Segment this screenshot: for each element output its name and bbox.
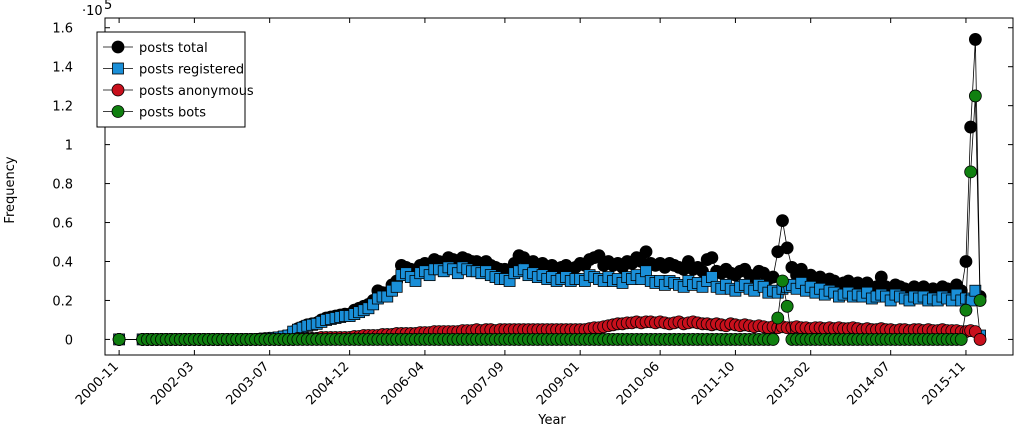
y-tick-label: 1.4	[52, 61, 73, 76]
marker-circle	[771, 311, 785, 325]
marker-circle	[112, 333, 126, 346]
y-multiplier-exponent: 5	[104, 0, 112, 13]
marker-circle	[111, 40, 125, 54]
y-tick-label: 0.8	[52, 178, 73, 193]
y-tick-label: 1.6	[52, 22, 73, 37]
marker-circle	[766, 333, 780, 346]
x-tick-label: 2000-11	[73, 359, 122, 408]
marker-square	[390, 280, 403, 293]
x-tick-label: 2006-04	[379, 359, 428, 408]
marker-circle	[959, 303, 973, 317]
marker-circle	[973, 294, 987, 307]
legend-label: posts total	[139, 41, 208, 56]
y-tick-label: 0.4	[52, 255, 73, 270]
legend-label: posts anonymous	[139, 84, 254, 99]
marker-circle	[964, 165, 978, 179]
y-tick-label: 0.2	[52, 294, 73, 309]
x-tick-label: 2015-11	[920, 359, 969, 408]
x-axis-label: Year	[537, 413, 566, 427]
y-axis-label: Frequency	[3, 156, 18, 223]
x-tick-label: 2007-09	[459, 359, 508, 408]
marker-circle	[780, 299, 794, 313]
marker-square	[112, 62, 124, 75]
y-tick-label: 1	[65, 139, 73, 154]
marker-circle	[776, 214, 789, 227]
legend-label: posts registered	[139, 63, 244, 78]
x-tick-label: 2002-03	[148, 359, 197, 408]
x-tick-label: 2013-02	[765, 359, 814, 408]
y-tick-label: 1.2	[52, 100, 73, 115]
series	[112, 89, 987, 346]
x-tick-label: 2004-12	[303, 359, 352, 408]
marker-circle	[968, 89, 982, 103]
marker-circle	[973, 333, 987, 346]
x-tick-label: 2011-10	[689, 359, 738, 408]
marker-circle	[111, 105, 125, 118]
marker-circle	[639, 245, 653, 259]
marker-circle	[111, 83, 125, 97]
marker-circle	[705, 251, 719, 265]
legend-label: posts bots	[139, 106, 206, 121]
legend: posts total posts registered posts anonymo…	[96, 31, 254, 128]
y-multiplier-base: ·10	[82, 4, 103, 19]
marker-circle	[776, 274, 789, 288]
x-tick-label: 2009-01	[534, 359, 583, 408]
x-tick-label: 2014-07	[844, 359, 893, 408]
marker-circle	[964, 120, 978, 134]
plot-frame	[104, 17, 1014, 356]
x-tick-label: 2010-06	[614, 359, 663, 408]
x-tick-label: 2003-07	[223, 359, 272, 408]
marker-circle	[959, 255, 973, 268]
marker-circle	[968, 33, 982, 46]
y-tick-label: 0.6	[52, 217, 73, 232]
series-line	[119, 95, 981, 340]
marker-circle	[780, 241, 794, 255]
marker-circle	[954, 333, 968, 346]
y-tick-label: 0	[65, 333, 73, 348]
